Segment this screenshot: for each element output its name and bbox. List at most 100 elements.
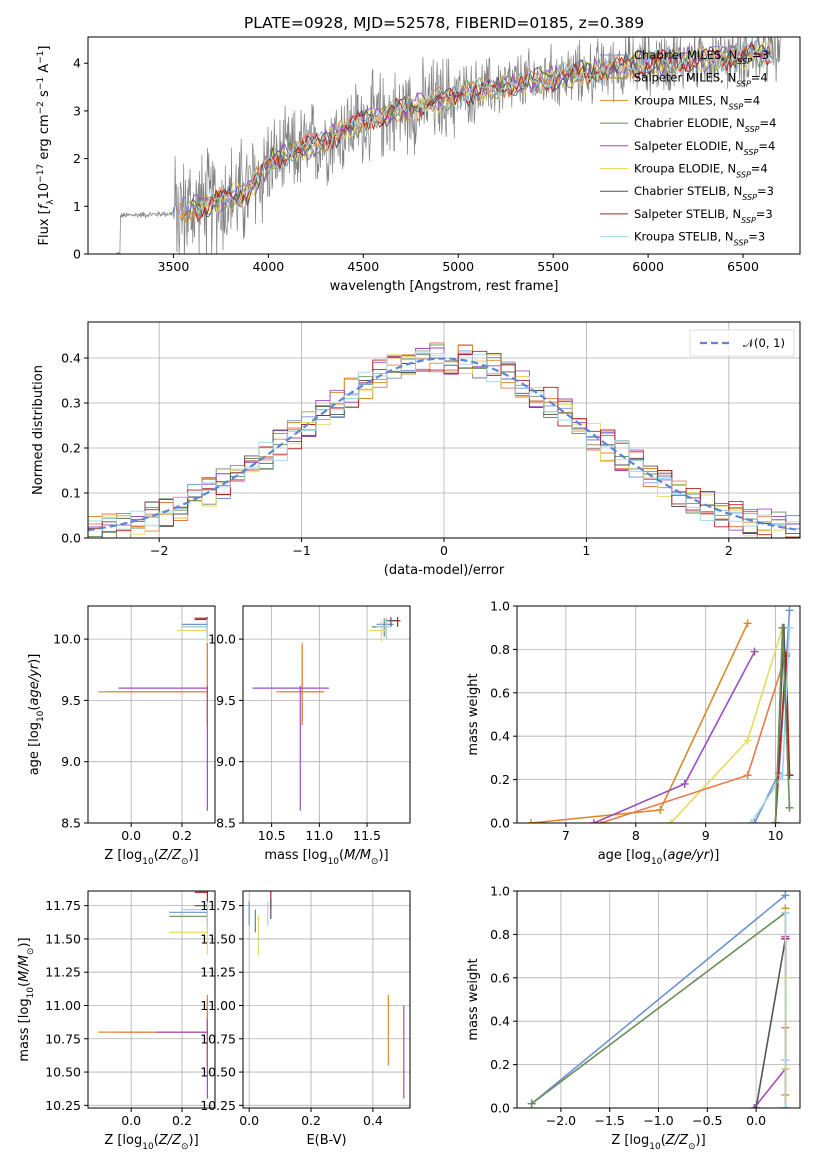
x-tick-label: 0.2 <box>301 1113 321 1128</box>
data-point <box>781 1104 790 1108</box>
x-tick-label: 4000 <box>252 259 284 274</box>
y-tick-label: 0.0 <box>490 1101 510 1116</box>
axes-frame <box>87 605 216 824</box>
x-tick-label: 0.2 <box>172 1113 192 1128</box>
panel-mass_vs_ebv: 0.0 0.2 0.4 10.25 10.50 10.75 11.00 11.25 11.50 1… <box>200 890 411 1148</box>
x-tick-label: 10.5 <box>258 828 286 843</box>
data-point <box>750 1104 759 1108</box>
panel-residuals: −2 −1 0 1 2 0.0 0.1 0.2 0.3 0.4 (data-model)/error… <box>31 321 801 578</box>
y-tick-label: 10.0 <box>53 632 81 647</box>
panel-mass_weight_vs_Z: −2.0 −1.5 −1.0 −0.5 0.0 0.0 0.2 0.4 0.6 0.8 1.0 Z [… <box>466 884 801 1152</box>
x-tick-label: 1 <box>582 543 590 558</box>
y-axis-label: mass weight <box>466 958 481 1040</box>
legend-label: Kroupa ELODIE, NSSP=4 <box>634 162 768 180</box>
x-tick-label: 9 <box>702 828 710 843</box>
data-point <box>778 771 787 780</box>
panel-mass_vs_Z: 0.0 0.2 10.25 10.50 10.75 11.00 11.25 11.50 11.7… <box>17 890 216 1152</box>
y-axis-label: Flux [fλ10−17 erg cm−2 s−1 A−1] <box>36 46 56 246</box>
data-point <box>747 819 756 823</box>
y-axis-label: age [log10(age/yr)] <box>27 654 46 776</box>
observed-spectrum <box>116 37 781 254</box>
y-tick-label: 0.2 <box>490 772 510 787</box>
y-tick-label: 0.1 <box>61 486 81 501</box>
x-tick-label: 3500 <box>158 259 190 274</box>
y-tick-label: 0.0 <box>490 816 510 831</box>
axes-frame <box>516 605 801 824</box>
x-tick-label: 0.0 <box>239 1113 259 1128</box>
data-point <box>785 803 794 812</box>
y-tick-label: 0.8 <box>490 927 510 942</box>
panel-age_vs_Z: 0.0 0.2 8.5 9.0 9.5 10.0 Z [log10(Z/Z⊙)] age [l… <box>27 605 216 867</box>
y-tick-label: 0.4 <box>490 1014 510 1029</box>
x-axis-label: E(B-V) <box>306 1133 346 1148</box>
y-tick-label: 8.5 <box>216 816 236 831</box>
y-axis-label: Normed distribution <box>31 365 46 495</box>
y-tick-label: 10.25 <box>45 1098 81 1113</box>
x-tick-label: 6500 <box>727 259 759 274</box>
x-tick-label: −1.5 <box>595 1113 625 1128</box>
y-axis-label: mass weight <box>466 673 481 755</box>
x-axis-label: Z [log10(Z/Z⊙)] <box>611 1133 705 1152</box>
x-tick-label: 2 <box>725 543 733 558</box>
data-point <box>680 779 689 788</box>
plot-area-age_vs_Z <box>98 617 208 811</box>
series-line <box>755 938 787 1108</box>
x-tick-label: 5000 <box>442 259 474 274</box>
legend-label: Kroupa STELIB, NSSP=3 <box>634 230 765 248</box>
y-tick-label: 11.50 <box>200 931 236 946</box>
y-tick-label: 11.75 <box>200 898 236 913</box>
x-tick-label: −2.0 <box>546 1113 576 1128</box>
legend-label: Salpeter MILES, NSSP=4 <box>634 71 768 89</box>
data-point <box>781 1056 790 1065</box>
data-point <box>771 819 780 823</box>
x-tick-label: 10 <box>768 828 784 843</box>
data-point <box>785 623 794 632</box>
y-tick-label: 11.75 <box>45 898 81 913</box>
axes-frame <box>87 36 801 255</box>
x-axis-label: Z [log10(Z/Z⊙)] <box>104 848 198 867</box>
model-spectrum <box>193 40 771 223</box>
legend: Chabrier MILES, NSSP=3 Salpeter MILES, NS… <box>600 48 776 247</box>
x-tick-label: −1.0 <box>643 1113 673 1128</box>
x-tick-label: 11.0 <box>305 828 333 843</box>
x-tick-label: 5500 <box>537 259 569 274</box>
y-tick-label: 0.0 <box>61 531 81 546</box>
y-tick-label: 10.75 <box>200 1031 236 1046</box>
data-point <box>527 1099 536 1108</box>
residual-histogram <box>88 350 800 538</box>
data-point <box>750 647 759 656</box>
x-tick-label: 8 <box>632 828 640 843</box>
y-tick-label: 10.25 <box>200 1098 236 1113</box>
y-tick-label: 11.00 <box>200 998 236 1013</box>
data-point <box>781 891 790 900</box>
figure-title: PLATE=0928, MJD=52578, FIBERID=0185, z=0… <box>244 14 644 32</box>
y-tick-label: 11.50 <box>45 931 81 946</box>
y-tick-label: 11.00 <box>45 998 81 1013</box>
x-axis-label: mass [log10(M/M⊙)] <box>264 848 388 867</box>
legend-label: Kroupa MILES, NSSP=4 <box>634 93 760 111</box>
y-tick-label: 0.4 <box>61 351 81 366</box>
x-tick-label: 0 <box>440 543 448 558</box>
panel-mass_weight_vs_age: 7 8 9 10 0.0 0.2 0.4 0.6 0.8 1.0 age [log10(age/yr… <box>466 599 801 867</box>
y-tick-label: 0.4 <box>490 729 510 744</box>
plot-area-mass_vs_Z <box>98 891 208 1099</box>
model-spectrum <box>195 40 771 215</box>
axes-frame <box>242 605 411 824</box>
legend-box <box>689 329 795 357</box>
legend-label: Chabrier MILES, NSSP=3 <box>634 48 769 66</box>
y-tick-label: 11.25 <box>200 965 236 980</box>
y-tick-label: 9.5 <box>61 693 81 708</box>
y-tick-label: 10.50 <box>45 1065 81 1080</box>
y-tick-label: 9.0 <box>216 754 236 769</box>
plot-area-spectrum <box>116 37 781 254</box>
legend-label: Salpeter ELODIE, NSSP=4 <box>634 139 775 157</box>
y-tick-label: 0.6 <box>490 685 510 700</box>
series-line <box>593 651 756 823</box>
series-line <box>531 894 786 1105</box>
legend: 𝒩(0, 1) <box>689 329 795 357</box>
data-point <box>750 819 759 823</box>
x-axis-label: wavelength [Angstrom, rest frame] <box>330 279 559 294</box>
y-tick-label: 1 <box>73 199 81 214</box>
x-tick-label: 4500 <box>347 259 379 274</box>
